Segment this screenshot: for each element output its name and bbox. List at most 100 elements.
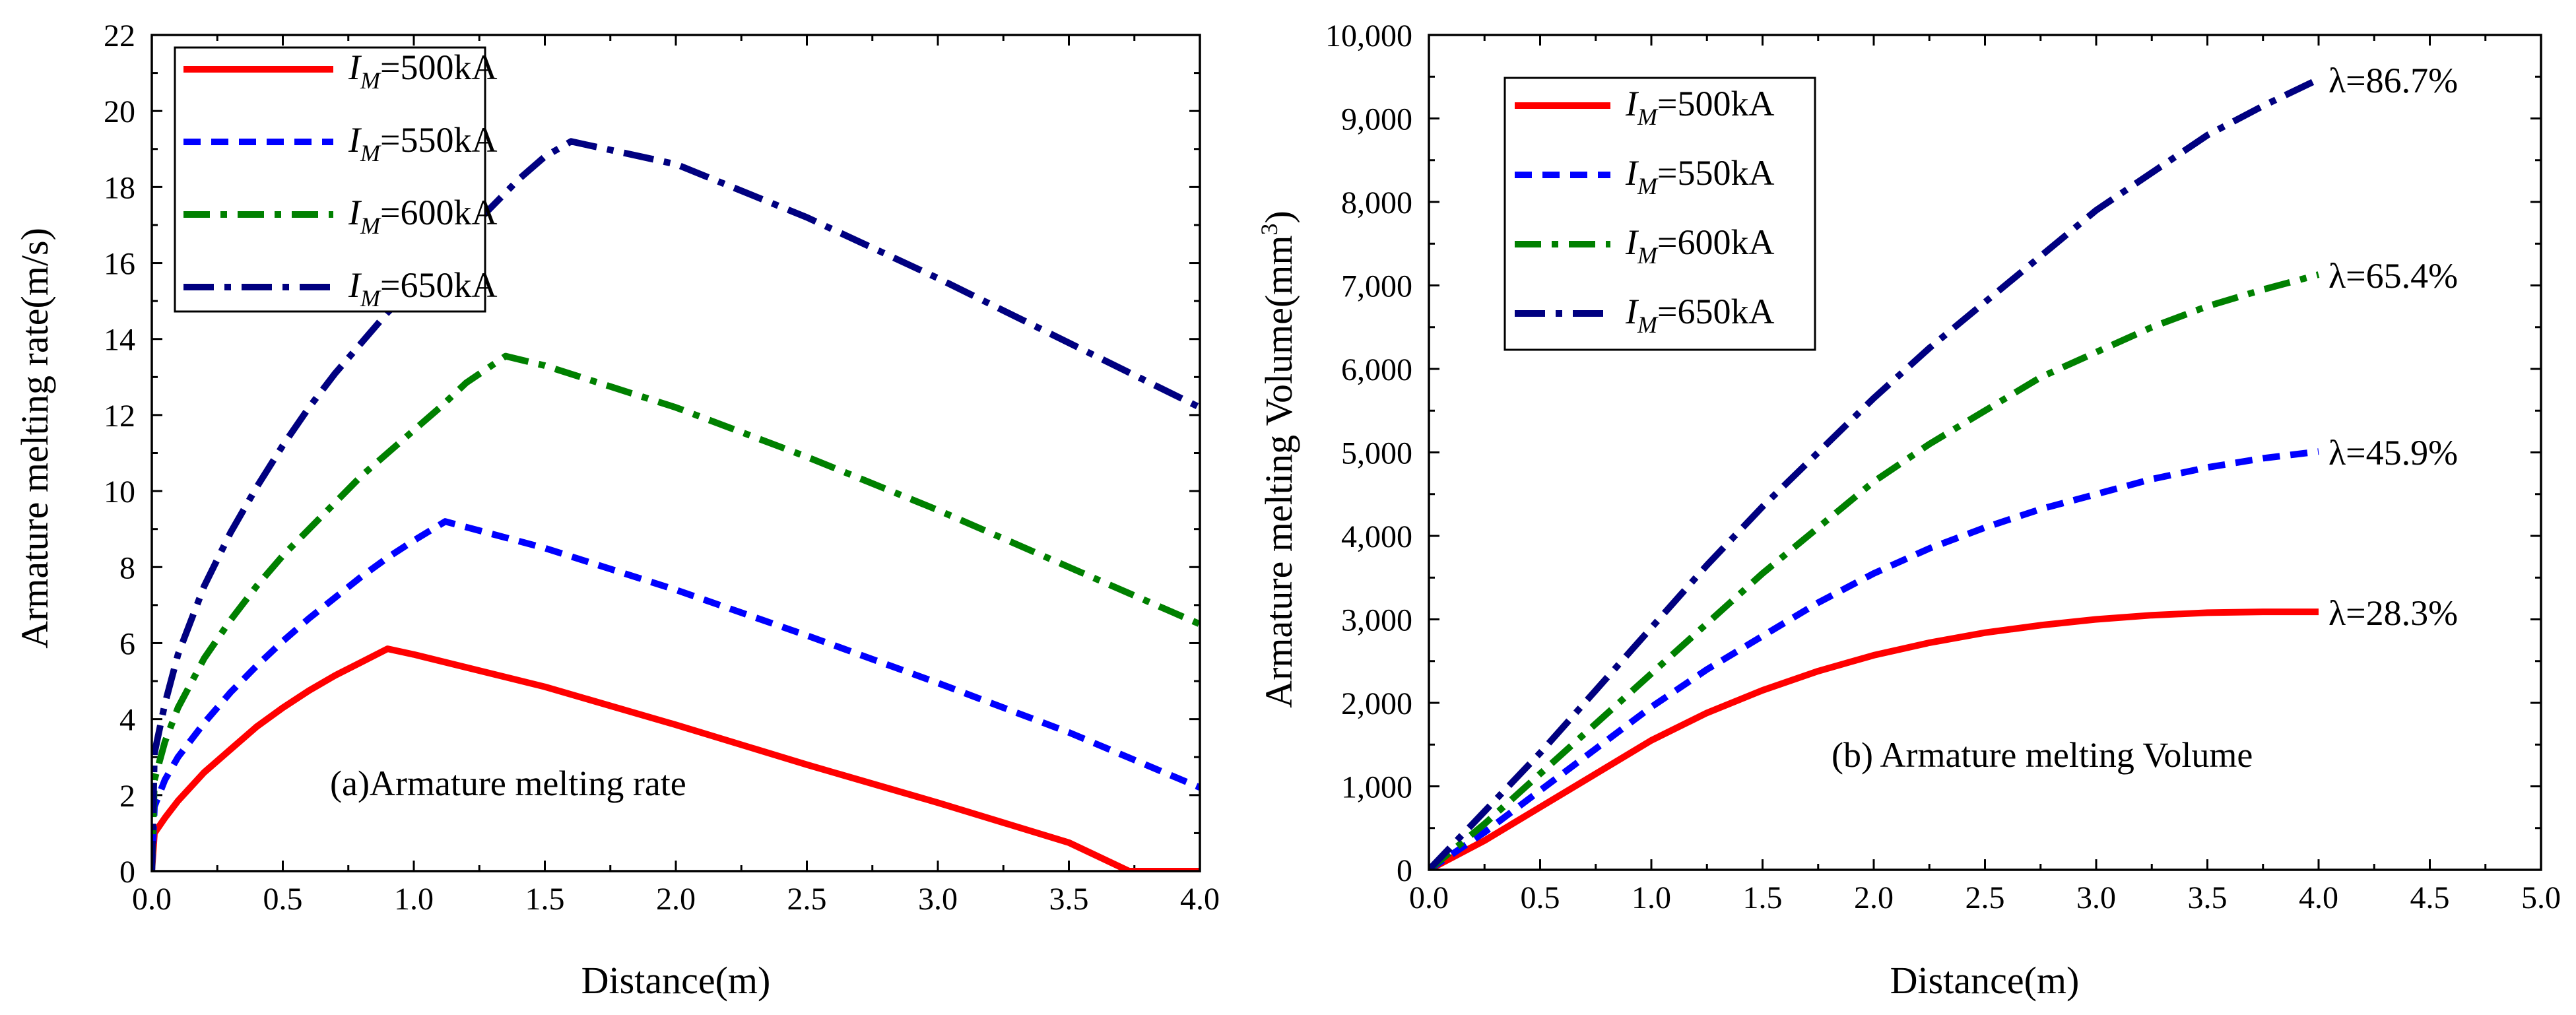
chart-a-legend-label-sub-1: M <box>360 140 381 166</box>
chart-a: Armature melting rate(m/s) Distance(m) (… <box>13 18 1220 1002</box>
chart-b-legend-label-sub-2: M <box>1637 242 1659 269</box>
chart-b-series-line-2 <box>1429 271 2320 870</box>
chart-a-legend-label-main-0: I <box>348 48 362 87</box>
chart-a-ytick-label: 18 <box>104 170 135 205</box>
chart-b-legend-label-main-1: I <box>1625 153 1639 193</box>
chart-a-legend-label-sub-0: M <box>360 67 381 94</box>
chart-b-legend-label-value-1: =550kA <box>1657 153 1774 193</box>
chart-b-ytick-label: 8,000 <box>1341 185 1412 220</box>
chart-a-ytick-label: 4 <box>119 703 135 738</box>
chart-b-ytick-label: 4,000 <box>1341 519 1412 554</box>
chart-b-xtick-label: 3.5 <box>2188 880 2228 915</box>
chart-b-xtick-label: 4.5 <box>2410 880 2450 915</box>
chart-a-ytick-label: 12 <box>104 399 135 434</box>
chart-a-legend-label-value-2: =600kA <box>380 193 497 232</box>
chart-b-end-label-1: λ=45.9% <box>2328 433 2458 473</box>
chart-b-annotation: (b) Armature melting Volume <box>1832 735 2253 775</box>
chart-b-xtick-label: 2.5 <box>1965 880 2005 915</box>
chart-b-legend-label-value-2: =600kA <box>1657 222 1774 262</box>
chart-a-xtick-label: 1.5 <box>525 882 565 917</box>
chart-b-legend-label-value-3: =650kA <box>1657 292 1774 331</box>
chart-b-xlabel: Distance(m) <box>1890 959 2080 1002</box>
chart-a-series-line-1 <box>152 518 1200 871</box>
chart-a-legend-label-0: IM=500kA <box>348 48 497 94</box>
chart-b-legend-label-main-3: I <box>1625 292 1639 331</box>
chart-b-legend-label-sub-3: M <box>1637 311 1659 338</box>
chart-a-legend-label-2: IM=600kA <box>348 193 497 239</box>
chart-a-ytick-label: 10 <box>104 475 135 509</box>
chart-a-xtick-label: 3.0 <box>918 882 958 917</box>
chart-b-end-label-3: λ=86.7% <box>2328 61 2458 100</box>
chart-b-legend-label-value-0: =500kA <box>1657 84 1774 123</box>
chart-a-ytick-label: 16 <box>104 247 135 282</box>
chart-a-series-line-0 <box>152 645 1200 871</box>
chart-b-ylabel: Armature melting Volume(mm3) <box>1256 211 1300 708</box>
chart-b-series-line-1 <box>1429 448 2319 870</box>
chart-b-xtick-label: 5.0 <box>2521 880 2561 915</box>
chart-a-annotation: (a)Armature melting rate <box>330 764 686 803</box>
chart-a-ytick-label: 22 <box>104 18 135 53</box>
chart-b-ytick-label: 7,000 <box>1341 269 1412 304</box>
chart-b-series-line-3 <box>1429 76 2321 870</box>
chart-b-xtick-label: 4.0 <box>2299 880 2338 915</box>
chart-a-xtick-label: 0.0 <box>132 882 172 917</box>
chart-b-ytick-label: 6,000 <box>1341 352 1412 387</box>
chart-b-legend-label-main-2: I <box>1625 222 1639 262</box>
chart-a-ytick-label: 0 <box>119 855 135 890</box>
chart-b-ytick-label: 1,000 <box>1341 770 1412 805</box>
chart-b-ytick-label: 9,000 <box>1341 102 1412 137</box>
chart-a-legend-box <box>174 46 486 313</box>
chart-a-legend-label-value-0: =500kA <box>380 48 497 87</box>
chart-b-ytick-label: 3,000 <box>1341 603 1412 638</box>
chart-b-legend-label-0: IM=500kA <box>1625 84 1774 130</box>
chart-a-legend-label-main-3: I <box>348 265 362 305</box>
chart-a-legend-label-value-3: =650kA <box>380 265 497 305</box>
chart-b-ytick-label: 0 <box>1397 853 1412 888</box>
chart-b-xtick-label: 0.0 <box>1409 880 1449 915</box>
chart-a-xlabel: Distance(m) <box>581 959 771 1002</box>
chart-b-legend-label-3: IM=650kA <box>1625 292 1774 338</box>
chart-b-xtick-label: 2.0 <box>1854 880 1894 915</box>
chart-b-ylabel-main: Armature melting Volume(mm <box>1257 236 1300 708</box>
chart-b-legend-label-sub-0: M <box>1637 104 1659 130</box>
chart-b: Armature melting Volume(mm3) Distance(m)… <box>1256 18 2561 1002</box>
chart-b-xtick-label: 3.0 <box>2076 880 2116 915</box>
chart-a-legend-label-main-1: I <box>348 120 362 160</box>
chart-a-xtick-label: 2.5 <box>787 882 827 917</box>
chart-b-xtick-label: 0.5 <box>1521 880 1560 915</box>
chart-b-legend-label-1: IM=550kA <box>1625 153 1774 199</box>
chart-a-legend-label-sub-3: M <box>360 285 381 311</box>
chart-a-ylabel: Armature melting rate(m/s) <box>13 228 56 649</box>
chart-a-xtick-label: 0.5 <box>263 882 303 917</box>
chart-a-ytick-label: 2 <box>119 779 135 814</box>
chart-b-end-label-0: λ=28.3% <box>2328 593 2458 633</box>
chart-a-legend-label-sub-2: M <box>360 213 381 239</box>
chart-b-ylabel-close: ) <box>1257 211 1300 223</box>
chart-a-legend-label-1: IM=550kA <box>348 120 497 166</box>
chart-b-xtick-label: 1.0 <box>1632 880 1671 915</box>
chart-b-legend-label-main-0: I <box>1625 84 1639 123</box>
chart-a-legend-label-value-1: =550kA <box>380 120 497 160</box>
chart-b-series-group <box>1429 76 2321 870</box>
chart-a-ytick-label: 14 <box>104 323 135 358</box>
chart-b-ytick-label: 5,000 <box>1341 436 1412 471</box>
chart-b-xtick-label: 1.5 <box>1743 880 1783 915</box>
chart-b-ytick-label: 10,000 <box>1325 18 1412 53</box>
chart-a-xtick-label: 1.0 <box>394 882 434 917</box>
chart-b-end-label-2: λ=65.4% <box>2328 256 2458 296</box>
chart-b-series-line-0 <box>1429 608 2319 870</box>
chart-a-ytick-label: 6 <box>119 626 135 661</box>
chart-a-xtick-label: 3.5 <box>1049 882 1089 917</box>
chart-a-ytick-label: 8 <box>119 550 135 585</box>
chart-a-ytick-label: 20 <box>104 94 135 129</box>
chart-b-legend-label-2: IM=600kA <box>1625 222 1774 269</box>
chart-a-plot-frame <box>150 34 1201 872</box>
chart-b-ylabel-superscript: 3 <box>1256 224 1282 236</box>
chart-b-legend-label-sub-1: M <box>1637 173 1659 199</box>
chart-a-legend-label-3: IM=650kA <box>348 265 497 311</box>
chart-a-xtick-label: 4.0 <box>1180 882 1220 917</box>
chart-b-legend-box <box>1503 77 1816 351</box>
